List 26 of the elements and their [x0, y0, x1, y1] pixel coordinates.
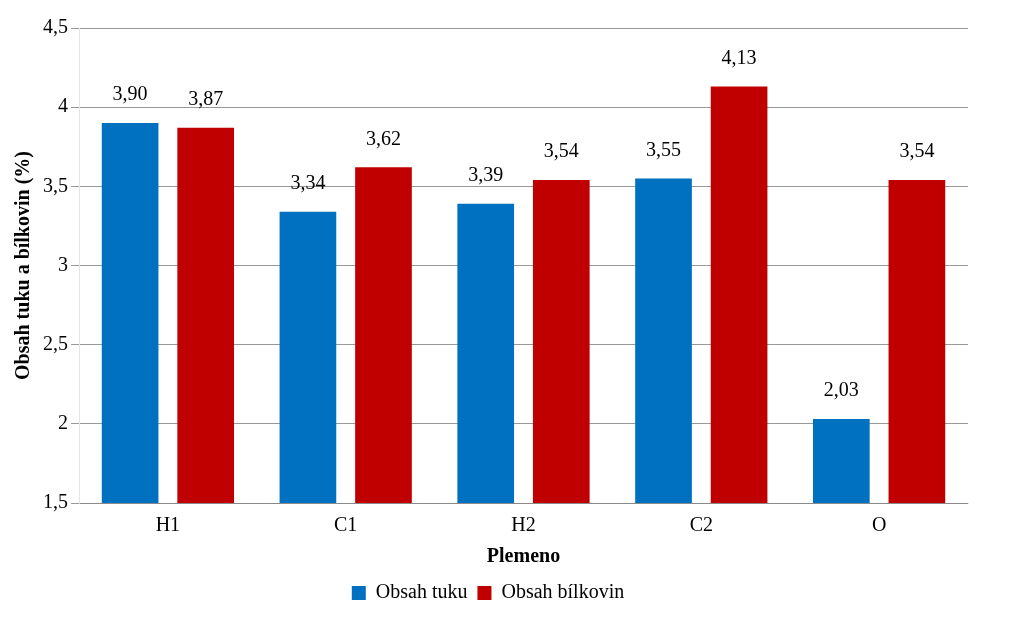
y-tick-label: 1,5 — [43, 490, 68, 513]
y-tick-label: 4,5 — [43, 15, 68, 38]
x-tick-label: C2 — [689, 513, 713, 536]
data-label: 4,13 — [721, 45, 757, 68]
y-tick-label: 2 — [58, 411, 68, 434]
data-label: 3,90 — [112, 82, 148, 105]
x-axis-title: Plemeno — [486, 544, 561, 567]
x-tick-label: H2 — [511, 513, 536, 536]
data-label: 3,55 — [646, 137, 682, 160]
x-tick-label: H1 — [155, 513, 181, 536]
data-label: 2,03 — [823, 378, 859, 401]
legend-label: Obsah bílkovin — [501, 580, 625, 603]
data-label: 3,87 — [188, 87, 224, 109]
data-label: 3,39 — [468, 163, 504, 185]
data-label: 3,54 — [899, 139, 935, 162]
y-axis-title: Obsah tuku a bílkovin (%) — [11, 151, 35, 380]
y-tick-label: 4 — [58, 94, 68, 117]
x-tick-label: O — [871, 513, 887, 536]
x-tick-label: C1 — [334, 513, 358, 536]
y-tick-label: 2,5 — [43, 331, 68, 354]
y-tick-label: 3,5 — [43, 173, 68, 196]
data-label: 3,62 — [365, 126, 401, 149]
data-label: 3,34 — [290, 170, 326, 193]
y-tick-label: 3 — [58, 252, 68, 275]
data-label: 3,54 — [543, 139, 579, 162]
legend-label: Obsah tuku — [375, 580, 468, 603]
